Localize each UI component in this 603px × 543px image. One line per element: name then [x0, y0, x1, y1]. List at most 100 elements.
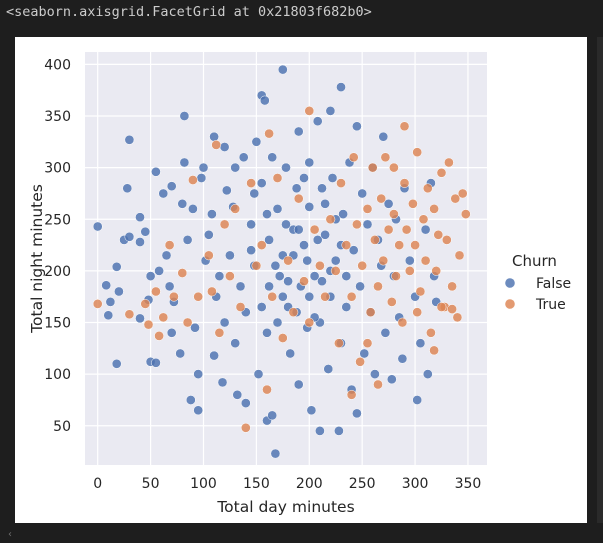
point-true — [348, 152, 359, 163]
point-true — [264, 128, 274, 139]
point-false — [230, 338, 241, 349]
point-true — [357, 260, 368, 271]
point-true — [352, 219, 362, 230]
point-false — [232, 389, 243, 400]
point-false — [291, 183, 302, 194]
point-false — [124, 231, 135, 242]
point-false — [293, 224, 304, 235]
point-false — [299, 240, 309, 250]
x-tick-label: 150 — [243, 476, 270, 492]
point-false — [256, 302, 267, 312]
point-true — [420, 255, 431, 266]
point-true — [418, 214, 429, 225]
point-false — [249, 188, 260, 199]
point-false — [225, 250, 235, 261]
point-true — [436, 302, 447, 312]
point-false — [207, 209, 217, 219]
point-false — [304, 291, 315, 302]
point-false — [404, 255, 415, 266]
legend: Churn False True — [505, 252, 571, 313]
point-false — [175, 348, 186, 359]
scatter-chart: 0 50 100 150 200 250 300 350 50 100 150 200 250 300 35… — [28, 52, 571, 516]
point-false — [196, 173, 207, 183]
point-false — [378, 131, 389, 142]
point-true — [457, 188, 468, 199]
x-tick-label: 350 — [455, 476, 482, 492]
point-true — [315, 260, 325, 271]
point-false — [219, 317, 230, 328]
point-true — [373, 379, 383, 390]
y-tick-label: 250 — [44, 212, 71, 228]
point-false — [145, 271, 156, 281]
point-false — [105, 297, 116, 307]
point-false — [92, 221, 103, 232]
point-false — [420, 224, 431, 235]
point-true — [399, 178, 410, 188]
point-false — [151, 166, 161, 177]
point-true — [151, 286, 161, 297]
point-true — [164, 240, 175, 250]
point-true — [256, 240, 267, 250]
point-true — [401, 224, 412, 235]
point-false — [267, 152, 278, 163]
point-false — [103, 310, 114, 321]
point-false — [259, 95, 270, 106]
point-false — [264, 281, 274, 292]
point-false — [277, 64, 288, 75]
point-false — [190, 322, 200, 333]
point-true — [436, 167, 447, 178]
point-false — [359, 348, 370, 359]
chevron-left-icon[interactable]: ‹ — [8, 529, 12, 540]
point-false — [262, 209, 272, 219]
point-false — [338, 209, 348, 219]
point-false — [267, 410, 278, 421]
point-true — [373, 281, 383, 292]
point-true — [346, 389, 357, 400]
point-false — [179, 157, 190, 168]
point-true — [267, 291, 278, 302]
point-true — [124, 309, 135, 320]
point-false — [285, 348, 296, 359]
point-false — [306, 405, 317, 416]
output-repr-text: <seaborn.axisgrid.FacetGrid at 0x21803f6… — [6, 4, 372, 20]
y-tick-label: 150 — [44, 316, 71, 332]
point-false — [299, 173, 309, 183]
legend-title: Churn — [512, 252, 557, 270]
point-false — [253, 369, 264, 379]
point-false — [325, 106, 336, 116]
point-true — [246, 178, 256, 188]
plot-area: 0 50 100 150 200 250 300 350 50 100 150 200 250 300 35… — [44, 52, 487, 492]
y-tick-label: 300 — [44, 161, 71, 177]
point-false — [182, 235, 193, 245]
point-true — [154, 331, 164, 341]
point-false — [304, 202, 315, 212]
point-false — [151, 357, 161, 368]
point-true — [230, 204, 241, 214]
y-tick-label: 400 — [44, 57, 71, 73]
point-false — [315, 426, 325, 436]
vertical-scrollbar[interactable] — [597, 37, 603, 523]
point-false — [312, 116, 323, 127]
point-false — [209, 350, 219, 361]
point-true — [288, 307, 299, 318]
point-true — [143, 319, 154, 330]
x-tick-label: 0 — [93, 476, 102, 492]
point-true — [320, 291, 330, 302]
point-true — [415, 286, 426, 297]
point-true — [235, 302, 246, 312]
legend-label-false: False — [536, 276, 571, 292]
output-image-panel: 0 50 100 150 200 250 300 350 50 100 150 200 250 300 35… — [15, 37, 587, 523]
point-true — [304, 106, 315, 116]
point-true — [341, 240, 352, 250]
point-false — [309, 271, 320, 281]
x-tick-label: 50 — [142, 476, 160, 492]
point-true — [362, 204, 373, 214]
point-false — [330, 255, 341, 266]
point-true — [450, 193, 461, 204]
point-true — [391, 271, 401, 281]
point-false — [412, 395, 423, 405]
legend-label-true: True — [535, 297, 566, 313]
point-false — [161, 250, 172, 261]
point-false — [251, 136, 262, 147]
y-tick-label: 50 — [53, 419, 71, 435]
